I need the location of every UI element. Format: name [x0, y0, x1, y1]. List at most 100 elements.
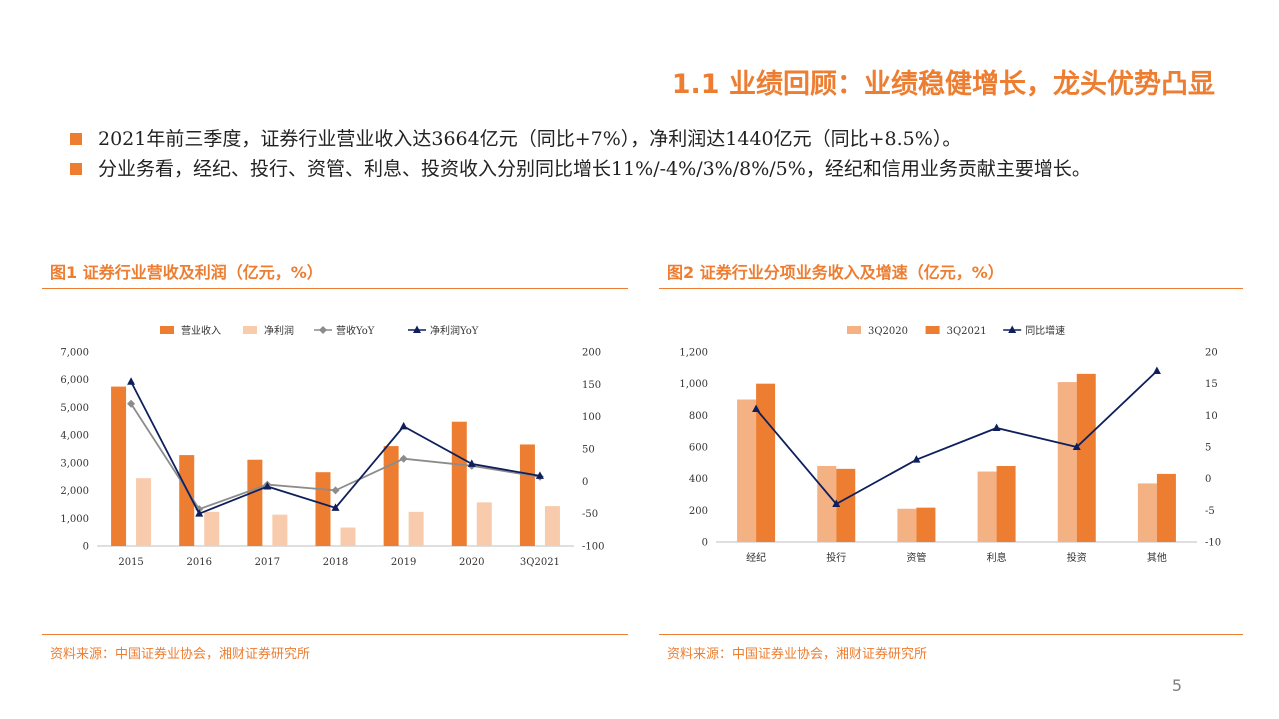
left-axis-tick-label: 7,000 — [60, 348, 89, 359]
legend-label-营业收入: 营业收入 — [181, 324, 221, 337]
legend-swatch-3Q2021 — [925, 326, 940, 334]
bar-3Q2020 — [897, 508, 917, 542]
right-axis-tick-label: 5 — [1205, 443, 1211, 454]
x-axis-tick-label: 资管 — [906, 551, 926, 564]
square-bullet-icon — [70, 163, 82, 175]
bar-净利润 — [272, 514, 288, 546]
slide-title: 1.1 业绩回顾：业绩稳健增长，龙头优势凸显 — [671, 69, 1215, 100]
legend-label-净利润YoY: 净利润YoY — [430, 324, 479, 337]
left-axis-tick-label: 400 — [689, 474, 708, 485]
x-axis-tick-label: 经纪 — [746, 551, 766, 564]
bar-3Q2021 — [756, 383, 776, 542]
point-净利润YoY — [127, 377, 136, 385]
bar-3Q2021 — [996, 466, 1016, 542]
point-营收YoY — [399, 454, 408, 463]
figure-1-chart: 0 1,000 2,000 3,000 4,000 5,000 6,000 7,000 -100… — [60, 324, 604, 568]
legend-label-营收YoY: 营收YoY — [336, 324, 375, 337]
left-axis-tick-label: 5,000 — [60, 403, 89, 414]
right-axis-tick-label: 0 — [1205, 474, 1211, 485]
figure-1-source: 资料来源：中国证券业协会，湘财证券研究所 — [42, 634, 628, 662]
point-同比增速 — [912, 455, 921, 463]
point-同比增速 — [1152, 366, 1161, 374]
bar-3Q2020 — [817, 466, 837, 542]
left-axis-tick-label: 0 — [83, 542, 89, 553]
x-axis-tick-label: 其他 — [1147, 551, 1167, 564]
x-axis-tick-label: 2019 — [391, 557, 416, 568]
bar-3Q2021 — [1076, 373, 1096, 542]
bar-营业收入 — [315, 472, 331, 546]
point-营收YoY — [331, 486, 340, 495]
x-axis-tick-label: 2020 — [459, 557, 484, 568]
figure-2-chart: 0 200 400 600 800 1,000 1,200 -10 -5 0 5 10 15 20 经纪 投行… — [679, 324, 1221, 564]
bar-营业收入 — [519, 444, 535, 546]
legend-swatch-3Q2020 — [847, 326, 861, 334]
point-营收YoY — [127, 399, 136, 408]
figure-2-panel: 图2 证券行业分项业务收入及增速（亿元，%） 0 200 400 600 800 1,00… — [659, 254, 1243, 666]
x-axis-tick-label: 利息 — [987, 551, 1007, 564]
bar-3Q2020 — [1137, 483, 1157, 542]
right-axis-tick-label: 100 — [582, 412, 601, 423]
bar-净利润 — [408, 511, 424, 546]
point-净利润YoY — [195, 509, 204, 517]
bar-3Q2020 — [1057, 382, 1077, 542]
chart-legend: 营业收入 净利润 营收YoY 净利润YoY — [160, 324, 479, 337]
legend-marker-净利润YoY — [413, 325, 421, 333]
left-axis-tick-label: 2,000 — [60, 486, 89, 497]
bar-净利润 — [136, 478, 152, 546]
bar-3Q2021 — [1156, 473, 1176, 542]
figure-2-source: 资料来源：中国证券业协会，湘财证券研究所 — [659, 634, 1243, 662]
legend-marker-营收YoY — [319, 326, 327, 334]
bullet-item: 分业务看，经纪、投行、资管、利息、投资收入分别同比增长11%/-4%/3%/8%… — [70, 154, 1160, 184]
bar-营业收入 — [451, 421, 467, 546]
x-axis-tick-label: 2017 — [255, 557, 280, 568]
left-axis-tick-label: 1,000 — [679, 379, 708, 390]
bar-营业收入 — [247, 459, 263, 546]
right-axis-tick-label: 10 — [1205, 411, 1218, 422]
left-axis-tick-label: 6,000 — [60, 375, 89, 386]
point-同比增速 — [1072, 442, 1081, 450]
x-axis-tick-label: 2015 — [118, 557, 143, 568]
chart-legend: 3Q2020 3Q2021 同比增速 — [847, 324, 1065, 337]
right-axis-tick-label: 150 — [582, 380, 601, 391]
square-bullet-icon — [70, 133, 82, 145]
left-axis-tick-label: 3,000 — [60, 458, 89, 469]
point-同比增速 — [992, 423, 1001, 431]
legend-swatch-净利润 — [243, 326, 257, 334]
left-axis-tick-label: 600 — [689, 443, 708, 454]
line-同比增速 — [755, 370, 1158, 506]
x-axis-tick-label: 投行 — [826, 551, 846, 564]
legend-label-同比增速: 同比增速 — [1025, 324, 1065, 337]
legend-label-3Q2021: 3Q2021 — [947, 326, 987, 337]
right-axis-tick-label: 200 — [582, 348, 601, 359]
right-axis-tick-label: -50 — [582, 509, 598, 520]
figure-2-title: 图2 证券行业分项业务收入及增速（亿元，%） — [659, 254, 1243, 289]
point-同比增速 — [832, 499, 841, 507]
bullet-list: 2021年前三季度，证券行业营业收入达3664亿元（同比+7%），净利润达144… — [70, 124, 1160, 184]
left-axis-tick-label: 0 — [702, 538, 708, 549]
page-number: 5 — [1171, 676, 1182, 695]
x-axis-tick-label: 2018 — [323, 557, 348, 568]
bar-净利润 — [340, 527, 356, 546]
x-axis-tick-label: 3Q2021 — [520, 557, 560, 568]
left-axis-tick-label: 1,000 — [60, 514, 89, 525]
point-净利润YoY — [399, 421, 408, 430]
left-axis-tick-label: 1,200 — [679, 348, 708, 359]
point-净利润YoY — [535, 471, 544, 479]
bar-营业收入 — [111, 386, 127, 546]
right-axis-tick-label: -100 — [582, 542, 604, 553]
x-axis-tick-label: 投资 — [1067, 551, 1087, 564]
right-axis-tick-label: -5 — [1205, 506, 1215, 517]
legend-label-3Q2020: 3Q2020 — [868, 326, 908, 337]
point-同比增速 — [752, 404, 761, 412]
left-axis-tick-label: 200 — [689, 506, 708, 517]
bar-净利润 — [544, 506, 560, 546]
bar-营业收入 — [383, 446, 399, 546]
left-axis-tick-label: 4,000 — [60, 431, 89, 442]
legend-marker-同比增速 — [1008, 325, 1017, 333]
right-axis-tick-label: -10 — [1205, 538, 1221, 549]
bar-3Q2021 — [836, 468, 856, 542]
bar-3Q2020 — [737, 399, 757, 542]
bullet-item: 2021年前三季度，证券行业营业收入达3664亿元（同比+7%），净利润达144… — [70, 124, 1160, 154]
left-axis-tick-label: 800 — [689, 411, 708, 422]
bar-净利润 — [204, 511, 220, 546]
